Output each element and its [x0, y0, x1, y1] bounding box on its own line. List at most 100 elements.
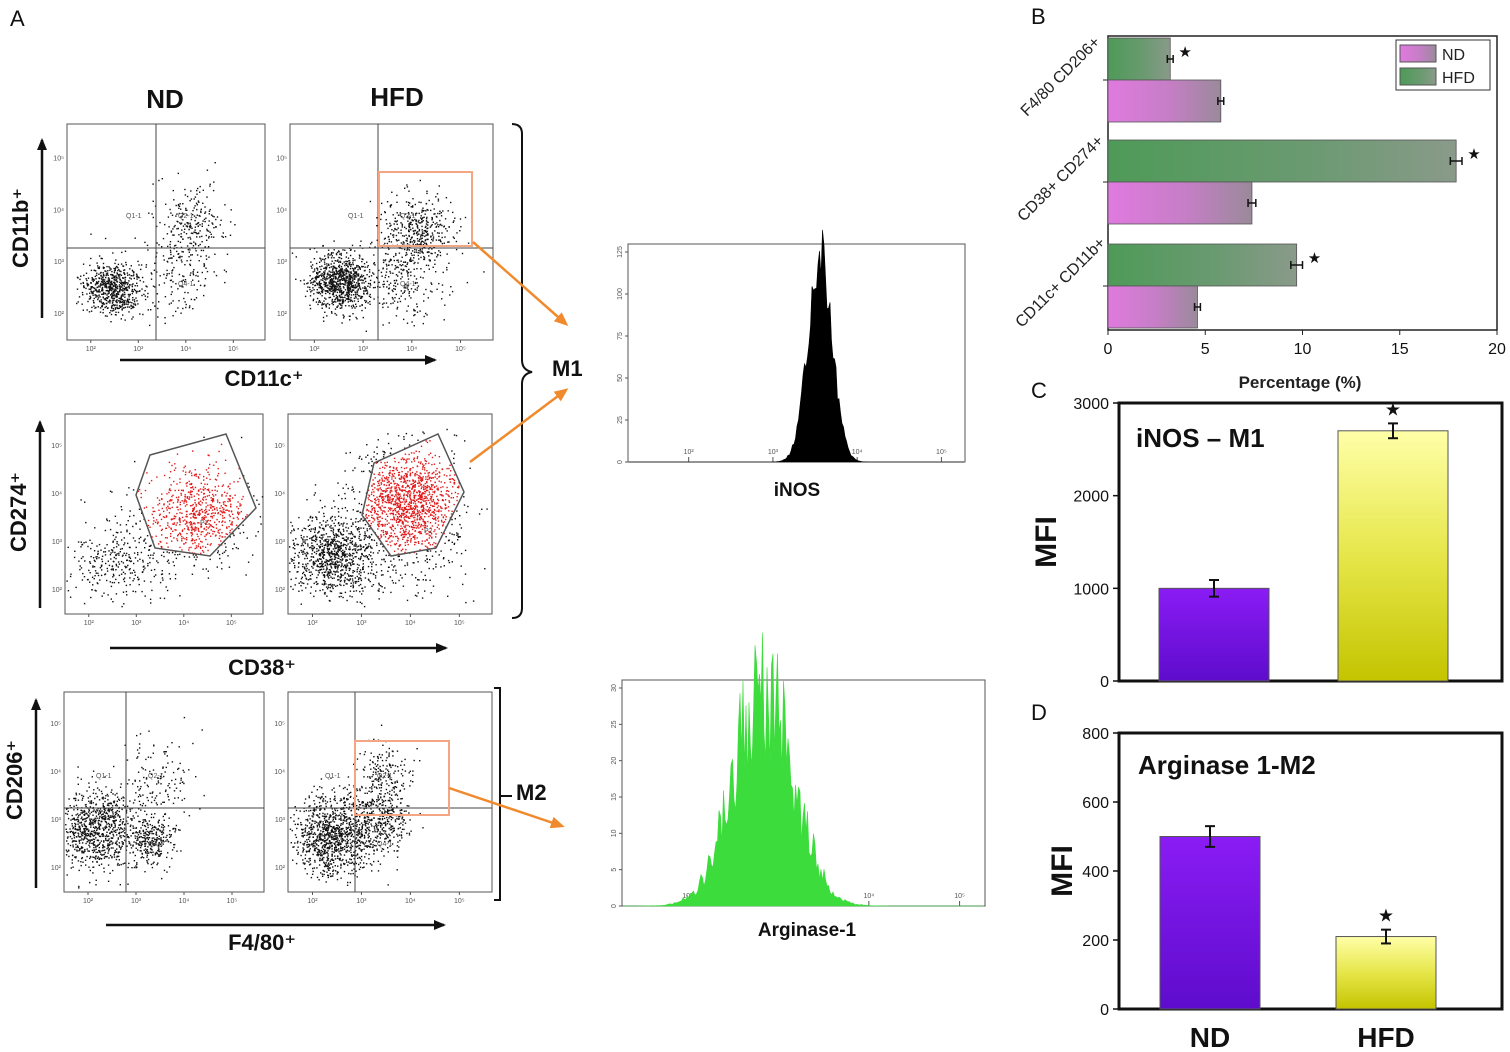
event-dot: [135, 297, 137, 299]
event-dot: [191, 524, 193, 526]
event-dot: [354, 271, 356, 273]
event-dot: [396, 240, 398, 242]
event-dot: [418, 514, 421, 516]
event-dot: [399, 508, 401, 511]
x-tick-label: 10²: [307, 620, 318, 627]
event-dot: [112, 601, 114, 603]
event-dot: [337, 273, 339, 275]
event-dot: [166, 551, 168, 553]
event-dot: [98, 543, 101, 546]
event-dot: [390, 241, 393, 243]
event-dot: [198, 201, 200, 203]
event-dot: [434, 223, 436, 225]
event-dot: [342, 286, 345, 288]
event-dot: [321, 275, 323, 278]
event-dot: [214, 253, 216, 255]
event-dot: [369, 286, 371, 288]
event-dot: [316, 251, 318, 253]
event-dot: [127, 542, 129, 545]
event-dot: [438, 282, 440, 285]
event-dot: [407, 495, 409, 498]
event-dot: [206, 270, 209, 273]
event-dot: [428, 478, 430, 480]
event-dot: [411, 525, 413, 528]
event-dot: [96, 283, 98, 285]
event-dot: [82, 572, 84, 575]
event-dot: [428, 485, 430, 488]
event-dot: [347, 301, 349, 303]
event-dot: [164, 322, 166, 325]
event-dot: [394, 504, 396, 506]
event-dot: [338, 494, 340, 497]
event-dot: [417, 227, 419, 229]
event-dot: [119, 287, 121, 289]
event-dot: [140, 551, 143, 554]
event-dot: [426, 497, 428, 500]
event-dot: [201, 225, 203, 227]
event-dot: [95, 556, 97, 558]
event-dot: [196, 223, 199, 225]
event-dot: [380, 536, 382, 538]
event-dot: [400, 260, 402, 262]
event-dot: [390, 512, 392, 515]
event-dot: [179, 503, 181, 506]
event-dot: [340, 304, 342, 306]
event-dot: [116, 304, 118, 306]
event-dot: [416, 457, 418, 460]
event-dot: [351, 307, 353, 309]
event-dot: [203, 285, 206, 287]
event-dot: [183, 231, 185, 233]
event-dot: [359, 533, 361, 536]
event-dot: [136, 282, 138, 284]
event-dot: [407, 285, 409, 287]
event-dot: [360, 527, 362, 529]
event-dot: [143, 569, 145, 571]
event-dot: [106, 272, 108, 274]
event-dot: [332, 289, 334, 291]
event-dot: [102, 312, 104, 314]
event-dot: [100, 280, 103, 283]
event-dot: [93, 278, 95, 281]
event-dot: [413, 516, 415, 519]
event-dot: [335, 301, 337, 303]
event-dot: [403, 475, 406, 477]
event-dot: [126, 300, 129, 302]
event-dot: [375, 499, 377, 502]
event-dot: [459, 523, 461, 526]
event-dot: [233, 534, 235, 537]
event-dot: [448, 510, 450, 512]
event-dot: [416, 505, 418, 507]
event-dot: [253, 495, 255, 497]
event-dot: [88, 298, 91, 300]
event-dot: [413, 512, 415, 514]
event-dot: [171, 464, 173, 467]
event-dot: [202, 568, 204, 570]
event-dot: [130, 305, 132, 307]
event-dot: [208, 467, 210, 469]
event-dot: [388, 502, 390, 504]
event-dot: [351, 285, 353, 288]
event-dot: [339, 271, 341, 273]
event-dot: [229, 536, 231, 538]
event-dot: [99, 311, 102, 313]
event-dot: [405, 201, 408, 203]
event-dot: [150, 479, 153, 482]
event-dot: [119, 524, 122, 526]
event-dot: [113, 299, 115, 301]
event-dot: [339, 294, 341, 297]
event-dot: [113, 309, 115, 312]
y-tick-label: 10⁴: [274, 491, 285, 498]
event-dot: [426, 230, 428, 233]
event-dot: [194, 231, 196, 234]
event-dot: [351, 289, 354, 291]
event-dot: [354, 307, 356, 309]
event-dot: [137, 490, 140, 492]
event-dot: [138, 508, 141, 510]
event-dot: [168, 491, 170, 494]
event-dot: [194, 229, 196, 231]
event-dot: [170, 286, 173, 288]
event-dot: [139, 528, 141, 530]
event-dot: [125, 552, 128, 555]
event-dot: [118, 297, 120, 300]
event-dot: [419, 248, 422, 251]
